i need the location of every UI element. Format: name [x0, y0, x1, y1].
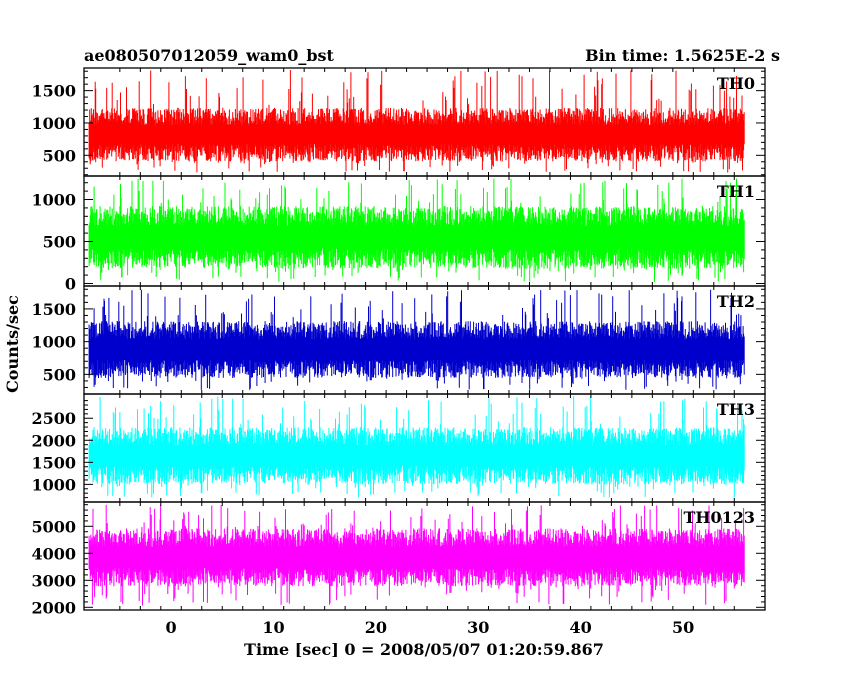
y-tick-label: 1500	[31, 300, 76, 319]
bin-time-label: Bin time: 1.5625E-2 s	[585, 46, 780, 65]
panel-th3: 1000 1500 2000 2500 TH3	[31, 393, 766, 503]
series-th2	[88, 289, 745, 390]
panel-label-th0: TH0	[717, 74, 755, 93]
panel-th0123: 2000 3000 4000 5000 TH0123	[31, 501, 766, 617]
y-tick-label: 2000	[31, 431, 76, 450]
y-tick-label: 1500	[31, 82, 76, 101]
y-tick-label: 500	[43, 365, 76, 384]
x-tick-label: 50	[672, 618, 694, 637]
y-tick-label: 2500	[31, 409, 76, 428]
y-tick-label: 0	[65, 274, 76, 293]
panel-label-th3: TH3	[717, 400, 755, 419]
panel-th0: 500 1000 1500 TH0	[31, 67, 766, 177]
y-tick-label: 1500	[31, 453, 76, 472]
y-tick-label: 500	[43, 232, 76, 251]
series-th0123	[88, 504, 745, 606]
chart-title: ae080507012059_wam0_bst	[84, 46, 335, 65]
panel-frame-th0123	[83, 501, 766, 611]
y-tick-label: 3000	[31, 571, 76, 590]
panel-th2: 500 1000 1500 TH2	[31, 285, 766, 395]
y-tick-label: 4000	[31, 544, 76, 563]
panel-th1: 0 500 1000 TH1	[31, 175, 766, 293]
panel-label-th0123: TH0123	[683, 508, 755, 527]
x-tick-label: 0	[165, 618, 176, 637]
x-tick-label: 40	[570, 618, 592, 637]
y-tick-label: 2000	[31, 598, 76, 617]
y-tick-label: 5000	[31, 517, 76, 536]
y-tick-label: 1000	[31, 475, 76, 494]
panel-label-th2: TH2	[717, 292, 755, 311]
panel-label-th1: TH1	[717, 182, 755, 201]
series-th3	[88, 396, 745, 498]
x-tick-label: 10	[262, 618, 284, 637]
y-tick-label: 1000	[31, 333, 76, 352]
series-th1	[88, 178, 745, 282]
x-tick-label: 30	[467, 618, 489, 637]
x-axis-label: Time [sec] 0 = 2008/05/07 01:20:59.867	[244, 640, 604, 659]
y-tick-label: 1000	[31, 191, 76, 210]
y-tick-label: 500	[43, 146, 76, 165]
y-tick-label: 1000	[31, 114, 76, 133]
series-th0	[88, 70, 745, 173]
y-axis-label: Counts/sec	[3, 295, 22, 393]
x-tick-label: 20	[365, 618, 387, 637]
